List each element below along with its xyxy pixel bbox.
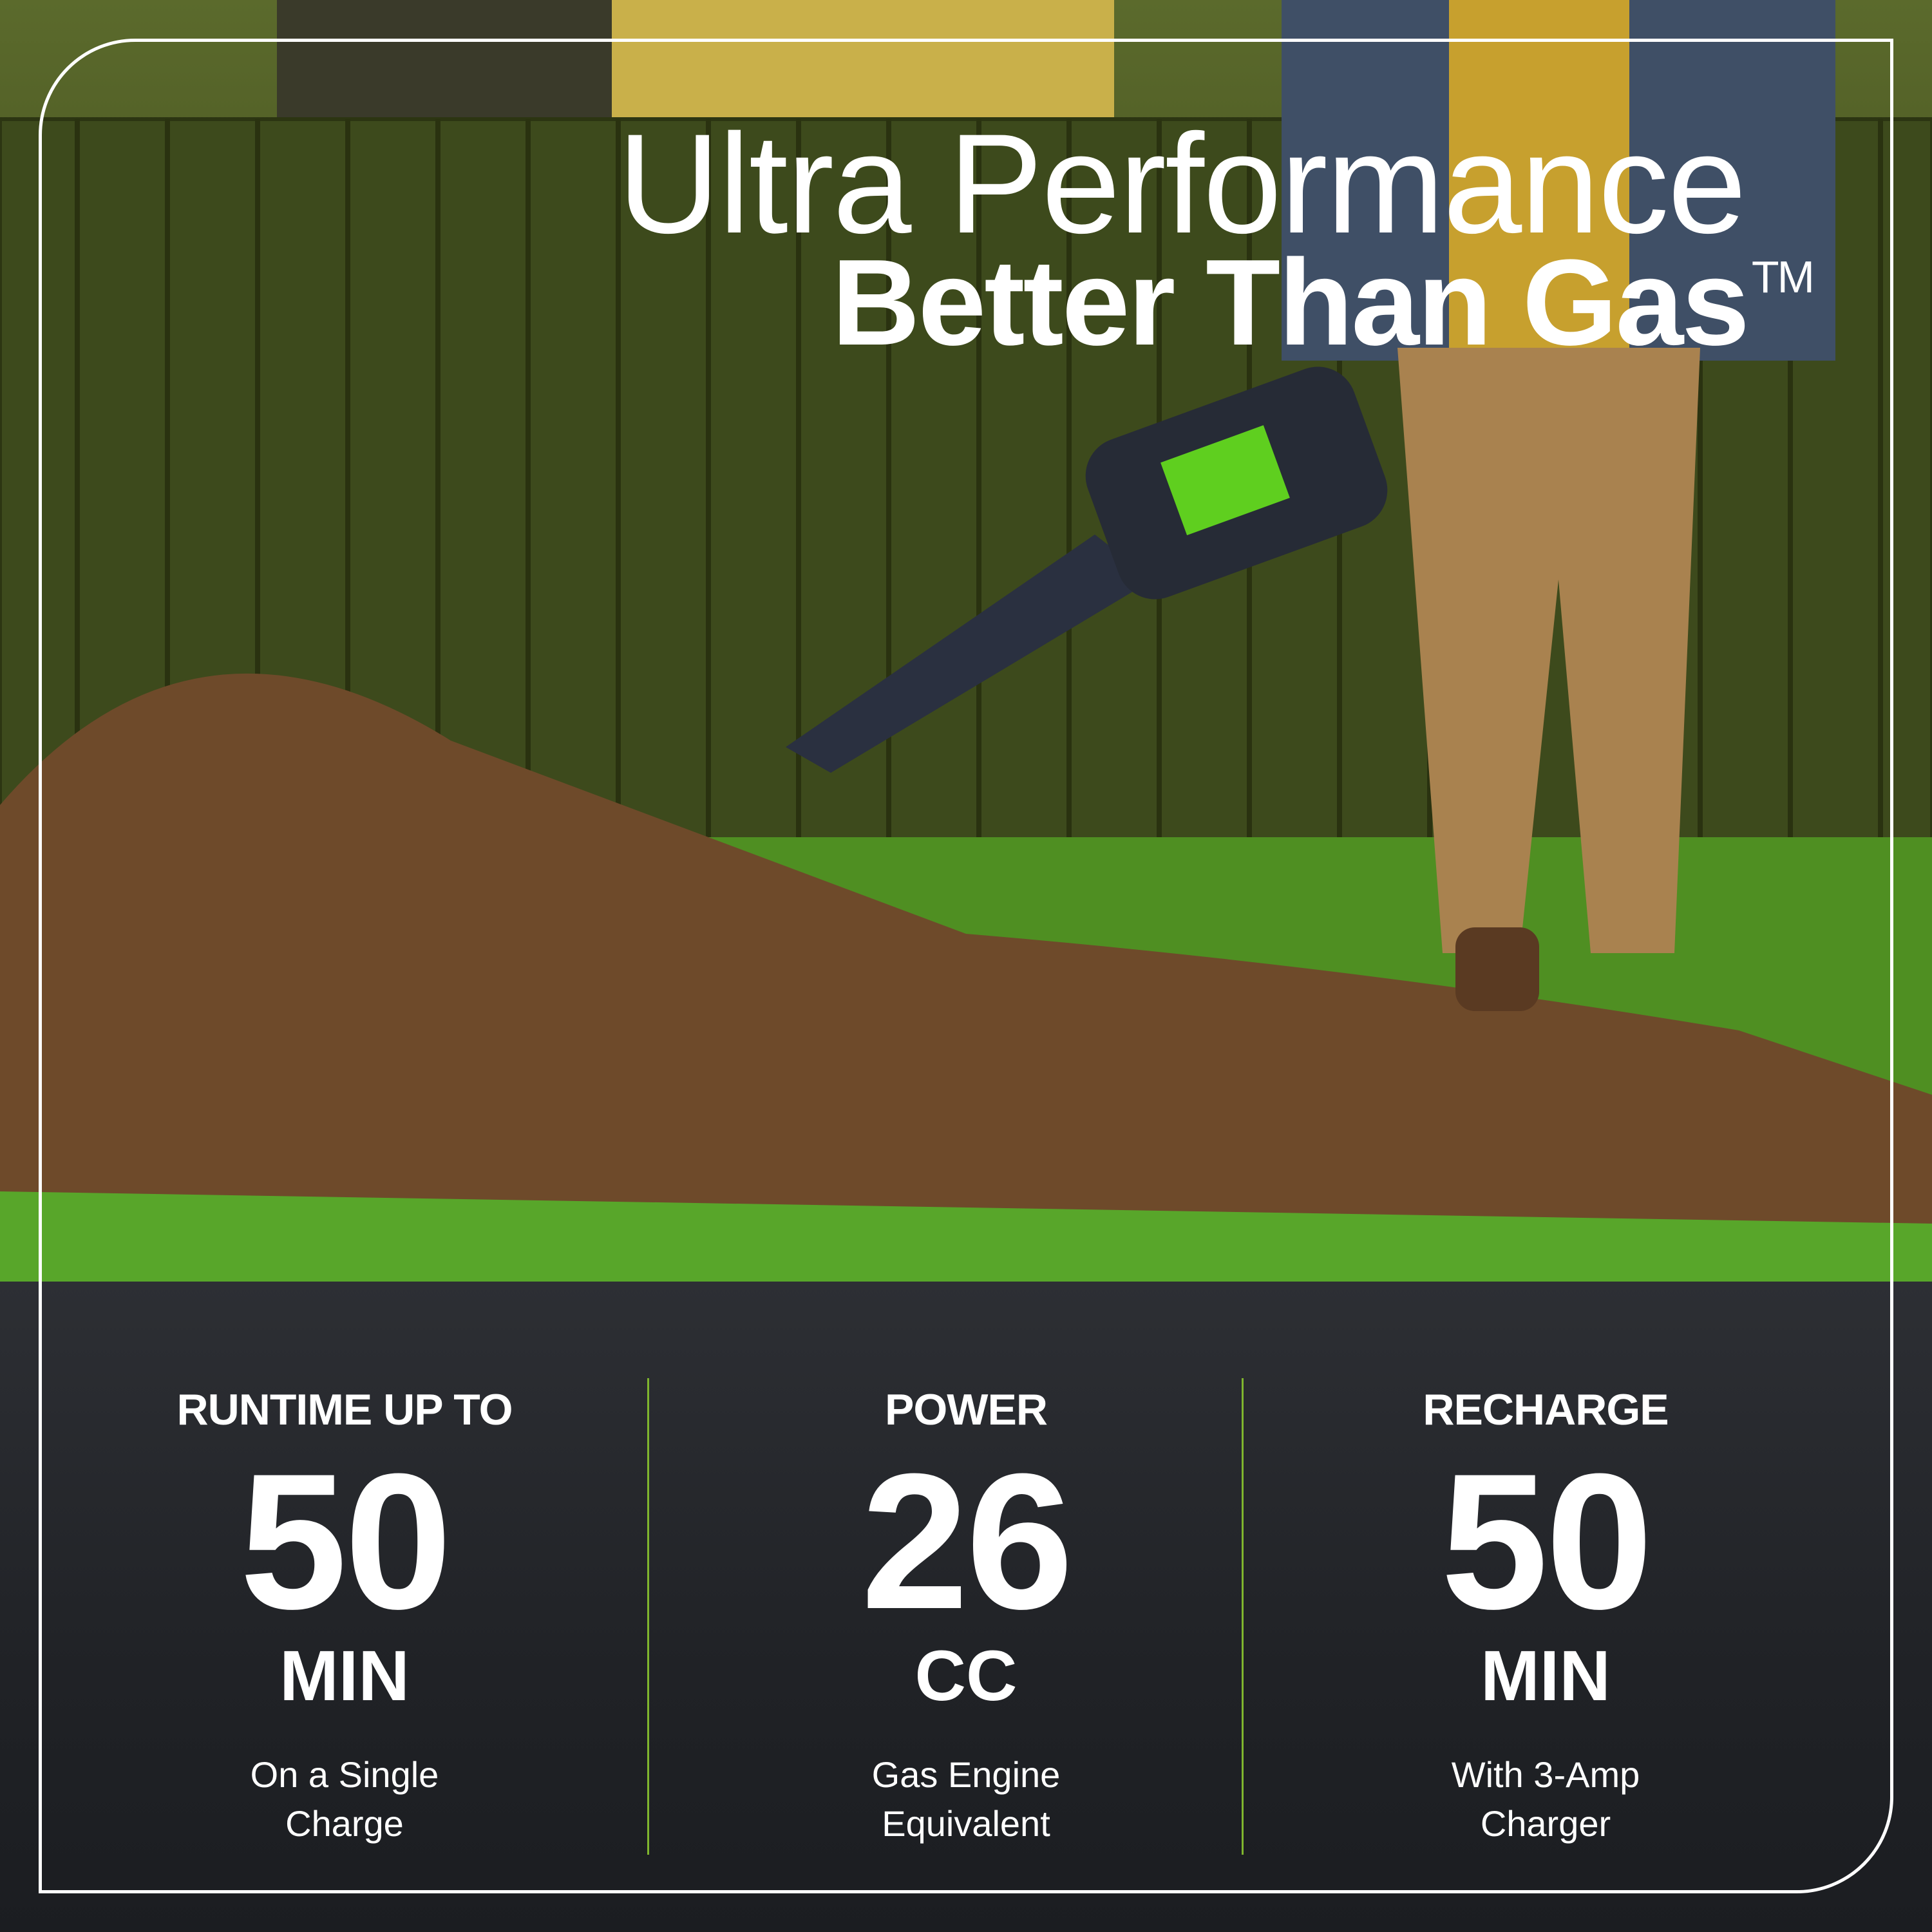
stat-power: POWER 26 CC Gas Engine Equivalent xyxy=(670,1378,1262,1848)
stat-heading: RECHARGE xyxy=(1423,1385,1669,1434)
stat-description-line2: Charge xyxy=(285,1803,404,1844)
stat-runtime: RUNTIME UP TO 50 MIN On a Single Charge xyxy=(48,1378,641,1848)
headline-line1: Ultra Performance xyxy=(617,104,1747,263)
column-divider xyxy=(647,1378,649,1855)
person xyxy=(1282,0,1835,1011)
stat-description-line1: Gas Engine xyxy=(871,1754,1061,1795)
trademark-symbol: TM xyxy=(1751,252,1815,302)
stat-heading: RUNTIME UP TO xyxy=(176,1385,513,1434)
leaf-pile xyxy=(0,673,1932,1282)
stat-value: 50 xyxy=(240,1433,452,1649)
stat-description-line2: Equivalent xyxy=(882,1803,1050,1844)
grass-front xyxy=(0,1191,1932,1282)
tree-trunk xyxy=(277,0,612,129)
stats-panel xyxy=(0,1282,1932,1932)
leaf-blower xyxy=(786,366,1388,773)
stat-value: 26 xyxy=(861,1433,1074,1649)
headline-line2-text: Better Than Gas xyxy=(831,234,1750,371)
column-divider xyxy=(1242,1378,1244,1855)
stat-description-line2: Charger xyxy=(1480,1803,1611,1844)
stat-value: 50 xyxy=(1441,1433,1653,1649)
stat-unit: CC xyxy=(914,1636,1018,1716)
stat-recharge: RECHARGE 50 MIN With 3-Amp Charger xyxy=(1249,1378,1842,1848)
house-background xyxy=(612,0,1114,135)
stat-description: Gas Engine Equivalent xyxy=(670,1750,1262,1848)
headline-line2: Better Than GasTM xyxy=(831,242,1815,364)
stat-description-line1: With 3-Amp xyxy=(1451,1754,1640,1795)
stat-heading: POWER xyxy=(885,1385,1048,1434)
stat-description: With 3-Amp Charger xyxy=(1249,1750,1842,1848)
stat-unit: MIN xyxy=(279,1636,410,1716)
stat-unit: MIN xyxy=(1481,1636,1611,1716)
yard-scene-illustration xyxy=(0,0,1932,1282)
stat-description-line1: On a Single xyxy=(250,1754,439,1795)
hero-photo xyxy=(0,0,1932,1282)
stat-description: On a Single Charge xyxy=(48,1750,641,1848)
